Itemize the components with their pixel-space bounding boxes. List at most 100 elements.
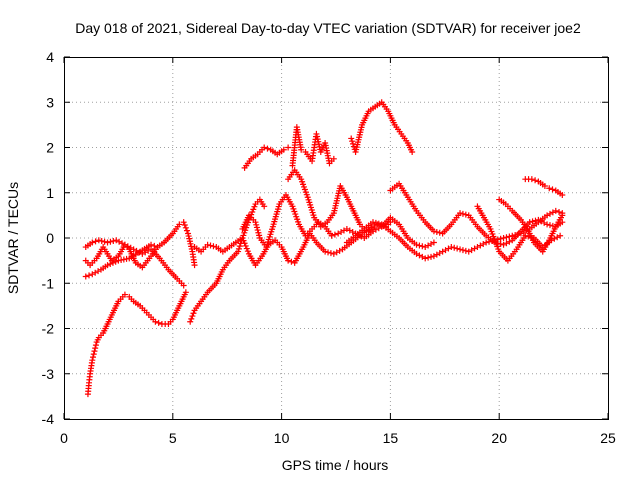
series-trace-1 [84,289,189,398]
data-point [264,145,271,152]
data-point [182,224,189,231]
series-trace-16 [522,176,566,199]
data-point [528,176,535,183]
data-point [500,235,507,241]
series-trace-15 [496,196,566,255]
data-point [327,250,334,257]
data-point [430,239,437,246]
data-point [104,262,111,269]
data-point [454,245,461,252]
data-point [430,228,437,235]
data-point [330,155,337,162]
data-point [235,245,242,252]
data-point [462,211,469,218]
data-point [190,310,197,317]
data-point [235,248,242,255]
data-point [253,221,260,228]
data-point [243,245,250,252]
data-point [256,232,263,239]
data-point [152,318,159,325]
data-point [532,217,539,224]
data-point [298,146,305,153]
data-point [413,241,420,248]
data-point [457,210,464,217]
y-axis-label: SDTVAR / TECUs [5,182,21,294]
data-point [90,351,97,358]
data-point [349,138,356,145]
x-tick-label: 10 [274,430,290,446]
data-point [252,219,259,226]
data-point [82,273,89,280]
data-points [82,99,566,398]
data-point [349,140,356,147]
data-point [92,345,99,352]
data-point [375,220,382,227]
data-point [559,192,566,199]
data-point [459,247,466,254]
data-point [546,222,553,229]
data-point [328,232,335,239]
x-tick-label: 25 [600,430,616,446]
data-point [251,203,258,210]
data-point [86,272,93,279]
data-point [546,185,553,192]
data-point [249,208,256,215]
data-point [187,318,194,325]
data-point [180,282,187,289]
data-point [448,244,455,251]
data-point [459,210,466,217]
y-tick-label: 4 [46,49,54,65]
data-point [348,135,355,142]
x-tick-label: 20 [491,430,507,446]
data-point [322,248,329,255]
data-point [549,222,556,229]
data-point [91,348,98,355]
data-point [254,227,261,234]
data-point [89,239,96,246]
data-point [107,261,114,268]
y-tick-label: 0 [46,230,54,246]
data-point [280,146,287,153]
x-tick-label: 15 [383,430,399,446]
data-point [112,258,119,265]
data-point [241,240,248,247]
data-point [462,247,469,254]
data-point [180,219,187,226]
data-point [526,219,533,226]
series-trace-9 [289,124,337,169]
series-trace-14 [474,203,564,264]
data-point [242,242,249,249]
data-point [191,262,198,269]
data-point [255,229,262,236]
data-point [155,319,162,326]
x-tick-label: 0 [60,430,68,446]
x-axis-label: GPS time / hours [282,457,389,473]
x-tick-label: 5 [169,430,177,446]
data-point [148,241,155,248]
data-point [541,182,548,189]
data-point [182,289,189,296]
data-point [544,221,551,228]
series-trace-11 [348,99,416,156]
data-point [261,203,268,210]
y-tick-label: -2 [42,321,55,337]
series-trace-10 [285,167,376,235]
data-point [556,208,563,215]
data-point [89,357,96,364]
data-point [285,144,292,151]
y-tick-labels: -4 -3 -2 -1 0 1 2 3 4 [42,49,55,427]
data-point [236,243,243,250]
data-point [331,231,338,238]
data-point [325,249,332,256]
data-point [101,238,108,245]
chart-title: Day 018 of 2021, Sidereal Day-to-day VTE… [75,20,581,36]
data-point [110,238,117,245]
data-point [428,253,435,260]
data-point [422,255,429,262]
y-tick-label: -3 [42,366,55,382]
data-point [552,207,559,214]
data-point [288,258,295,265]
axes [63,56,609,420]
data-point [90,354,97,361]
